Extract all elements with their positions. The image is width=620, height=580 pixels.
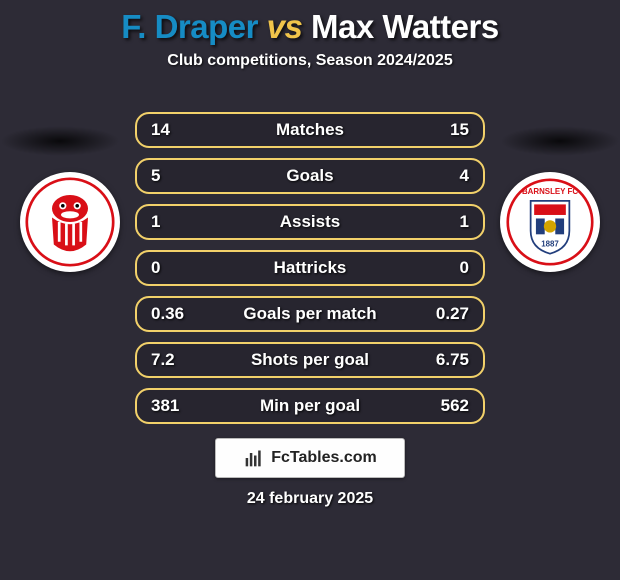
stat-left-value: 7.2 xyxy=(151,350,175,370)
stat-row: 5 Goals 4 xyxy=(135,158,485,194)
club-logo-left xyxy=(20,172,120,272)
comparison-title: F. Draper vs Max Watters xyxy=(0,0,620,46)
barnsley-crest-icon: BARNSLEY FC 1887 xyxy=(506,178,594,266)
stat-row: 7.2 Shots per goal 6.75 xyxy=(135,342,485,378)
stat-right-value: 0.27 xyxy=(436,304,469,324)
stat-right-value: 562 xyxy=(441,396,469,416)
svg-text:1887: 1887 xyxy=(541,240,559,249)
stat-label: Assists xyxy=(137,212,483,232)
watermark-badge: FcTables.com xyxy=(215,438,405,478)
watermark-text: FcTables.com xyxy=(271,449,377,467)
stat-label: Goals per match xyxy=(137,304,483,324)
stat-right-value: 6.75 xyxy=(436,350,469,370)
stat-row: 0.36 Goals per match 0.27 xyxy=(135,296,485,332)
bar-chart-icon xyxy=(243,448,265,468)
player-b-shadow xyxy=(500,126,620,156)
lincoln-city-crest-icon xyxy=(25,177,115,267)
stat-left-value: 1 xyxy=(151,212,160,232)
stat-left-value: 381 xyxy=(151,396,179,416)
club-logo-right: BARNSLEY FC 1887 xyxy=(500,172,600,272)
stat-right-value: 0 xyxy=(460,258,469,278)
stat-right-value: 4 xyxy=(460,166,469,186)
stat-label: Shots per goal xyxy=(137,350,483,370)
subtitle: Club competitions, Season 2024/2025 xyxy=(0,52,620,70)
player-a-name: F. Draper xyxy=(121,8,258,45)
stat-row: 381 Min per goal 562 xyxy=(135,388,485,424)
stat-row: 0 Hattricks 0 xyxy=(135,250,485,286)
versus-word: vs xyxy=(267,8,303,45)
stat-label: Goals xyxy=(137,166,483,186)
stat-right-value: 1 xyxy=(460,212,469,232)
stat-left-value: 0 xyxy=(151,258,160,278)
stat-label: Min per goal xyxy=(137,396,483,416)
stat-left-value: 14 xyxy=(151,120,170,140)
stat-left-value: 0.36 xyxy=(151,304,184,324)
stat-right-value: 15 xyxy=(450,120,469,140)
stat-row: 1 Assists 1 xyxy=(135,204,485,240)
stat-label: Hattricks xyxy=(137,258,483,278)
player-a-shadow xyxy=(0,126,120,156)
stat-row: 14 Matches 15 xyxy=(135,112,485,148)
stat-left-value: 5 xyxy=(151,166,160,186)
svg-text:BARNSLEY FC: BARNSLEY FC xyxy=(522,187,578,196)
date-label: 24 february 2025 xyxy=(135,490,485,508)
player-b-name: Max Watters xyxy=(311,8,499,45)
stat-label: Matches xyxy=(137,120,483,140)
stats-table: 14 Matches 15 5 Goals 4 1 Assists 1 0 Ha… xyxy=(135,112,485,508)
